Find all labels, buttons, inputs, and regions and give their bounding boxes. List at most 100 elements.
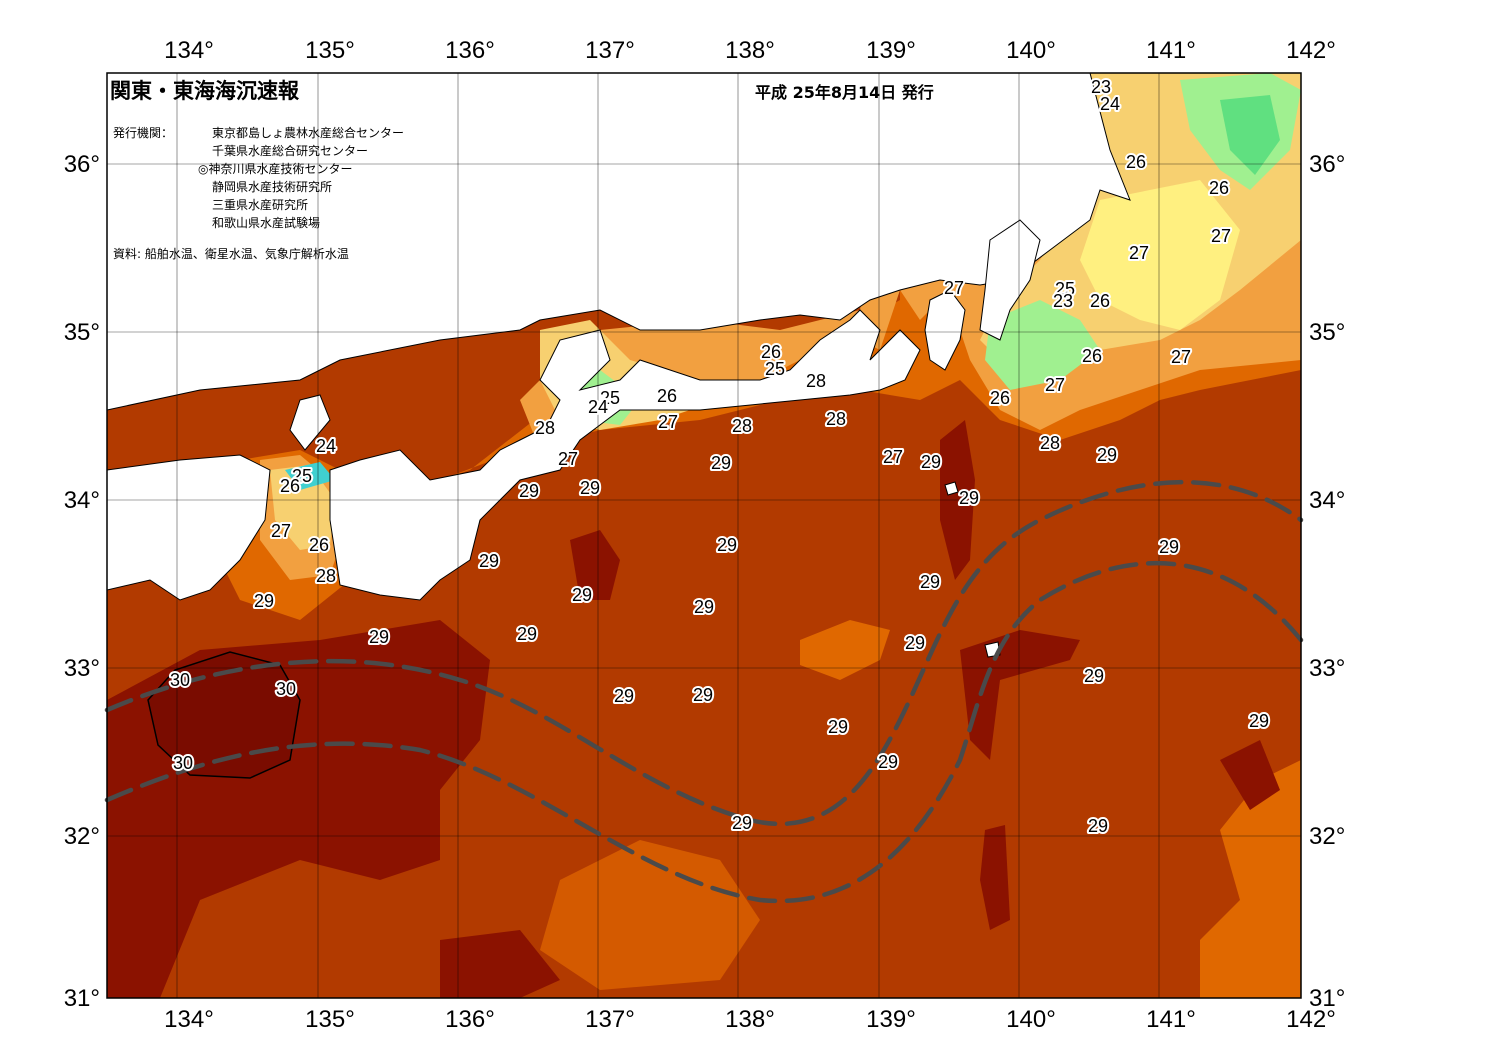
isotherm-label: 28 <box>316 566 336 586</box>
isotherm-label: 29 <box>572 585 592 605</box>
isotherm-label: 26 <box>990 388 1010 408</box>
isotherm-label: 27 <box>883 447 903 467</box>
isotherm-label: 27 <box>944 278 964 298</box>
issuer-6: 和歌山県水産試験場 <box>212 215 320 230</box>
lon-label-top: 136° <box>445 37 495 64</box>
lon-label-bottom: 137° <box>585 1006 635 1033</box>
isotherm-label: 29 <box>693 685 713 705</box>
isotherm-label: 28 <box>1040 433 1060 453</box>
isotherm-label: 26 <box>280 476 300 496</box>
lat-label-left: 35° <box>64 319 100 346</box>
lon-label-top: 137° <box>585 37 635 64</box>
zone-30-izu-south <box>960 630 1080 760</box>
isotherm-label: 29 <box>878 752 898 772</box>
lon-label-bottom: 140° <box>1006 1006 1056 1033</box>
isotherm-label: 24 <box>588 397 608 417</box>
land-izu-peninsula <box>924 289 966 371</box>
lon-label-top: 140° <box>1006 37 1056 64</box>
isotherm-label: 29 <box>517 624 537 644</box>
isotherm-label: 28 <box>826 409 846 429</box>
latitude-labels-left: 36° 35° 34° 33° 32° 31° <box>64 151 100 1012</box>
graticule <box>107 73 1301 998</box>
lat-label-right: 36° <box>1309 151 1345 178</box>
longitude-labels-top: 134° 135° 136° 137° 138° 139° 140° 141° … <box>164 37 1336 64</box>
isotherm-label: 29 <box>1088 816 1108 836</box>
lon-label-top: 141° <box>1146 37 1196 64</box>
lat-label-right: 33° <box>1309 655 1345 682</box>
isotherm-label: 23 <box>1053 291 1073 311</box>
lon-label-bottom: 142° <box>1286 1006 1336 1033</box>
zone-24-tokyo-bay <box>985 300 1100 390</box>
isotherm-label: 29 <box>959 488 979 508</box>
map-frame <box>106 72 1302 999</box>
isotherm-label: 30 <box>170 670 190 690</box>
lon-label-bottom: 138° <box>725 1006 775 1033</box>
data-source: 資料: 船舶水温、衛星水温、気象庁解析水温 <box>113 246 349 261</box>
isotherm-label: 26 <box>309 535 329 555</box>
isotherm-label: 24 <box>316 436 336 456</box>
isotherm-label: 30 <box>276 679 296 699</box>
isotherm-label: 26 <box>1126 152 1146 172</box>
isotherm-label: 24 <box>1100 94 1120 114</box>
lat-label-left: 33° <box>64 655 100 682</box>
isotherm-label: 27 <box>1211 226 1231 246</box>
isotherm-label: 29 <box>580 478 600 498</box>
lon-label-bottom: 136° <box>445 1006 495 1033</box>
isotherm-label: 27 <box>1171 347 1191 367</box>
latitude-labels-right: 36° 35° 34° 33° 32° 31° <box>1309 151 1345 1012</box>
kuroshio-current-lines <box>104 479 1304 904</box>
lon-label-bottom: 134° <box>164 1006 214 1033</box>
lon-label-top: 135° <box>305 37 355 64</box>
zone-25 <box>1080 180 1240 330</box>
isotherm-label: 26 <box>657 386 677 406</box>
lon-label-bottom: 141° <box>1146 1006 1196 1033</box>
isotherm-label: 27 <box>271 521 291 541</box>
zone-28-east <box>1200 760 1301 998</box>
zone-30-hachijo <box>980 825 1010 930</box>
map-title: 関東・東海海沉速報 <box>110 79 300 103</box>
isotherm-labels: 23 24 26 26 27 27 26 25 23 27 27 26 26 2… <box>168 75 1271 838</box>
isotherm-label: 27 <box>658 412 678 432</box>
isotherm-label: 28 <box>732 416 752 436</box>
isotherm-label: 27 <box>558 449 578 469</box>
issue-date: 平成 25年8月14日 発行 <box>755 83 934 102</box>
isotherm-label: 26 <box>1082 346 1102 366</box>
isotherm-label: 29 <box>732 813 752 833</box>
lat-label-left: 32° <box>64 823 100 850</box>
land-shikoku <box>107 454 271 601</box>
issuer-5: 三重県水産研究所 <box>212 197 308 212</box>
zone-22-osaka <box>285 462 335 490</box>
isotherm-label: 26 <box>761 342 781 362</box>
issuer-3: ◎神奈川県水産技術センター <box>198 161 352 176</box>
isotherm-label: 29 <box>369 627 389 647</box>
isotherm-label: 29 <box>711 453 731 473</box>
isotherm-label: 26 <box>1090 291 1110 311</box>
isotherm-label: 25 <box>600 388 620 408</box>
issuer-4: 静岡県水産技術研究所 <box>212 179 332 194</box>
isotherm-label: 27 <box>1129 243 1149 263</box>
isotherm-label: 29 <box>905 633 925 653</box>
isotherm-label: 25 <box>765 359 785 379</box>
isotherm-label: 25 <box>292 466 312 486</box>
longitude-labels-bottom: 134° 135° 136° 137° 138° 139° 140° 141° … <box>164 1006 1336 1033</box>
lat-label-left: 34° <box>64 487 100 514</box>
isotherm-label: 28 <box>535 418 555 438</box>
isotherm-label: 29 <box>1249 711 1269 731</box>
lon-label-top: 134° <box>164 37 214 64</box>
lon-label-bottom: 139° <box>866 1006 916 1033</box>
isotherm-label: 29 <box>254 591 274 611</box>
header-block: 関東・東海海沉速報 平成 25年8月14日 発行 発行機関： 東京都島しょ農林水… <box>110 79 934 261</box>
isotherm-label: 29 <box>614 686 634 706</box>
land-kii-peninsula <box>329 309 921 601</box>
issuer-1: 東京都島しょ農林水産総合センター <box>212 125 404 140</box>
issuer-2: 千葉県水産総合研究センター <box>212 143 368 158</box>
isotherm-label: 29 <box>1159 537 1179 557</box>
isotherm-label: 29 <box>920 572 940 592</box>
land-oshima <box>944 481 959 496</box>
isotherm-label: 30 <box>173 753 193 773</box>
lon-label-top: 138° <box>725 37 775 64</box>
lon-label-top: 142° <box>1286 37 1336 64</box>
isotherm-label: 28 <box>806 371 826 391</box>
kuroshio-south-path <box>104 560 1304 904</box>
